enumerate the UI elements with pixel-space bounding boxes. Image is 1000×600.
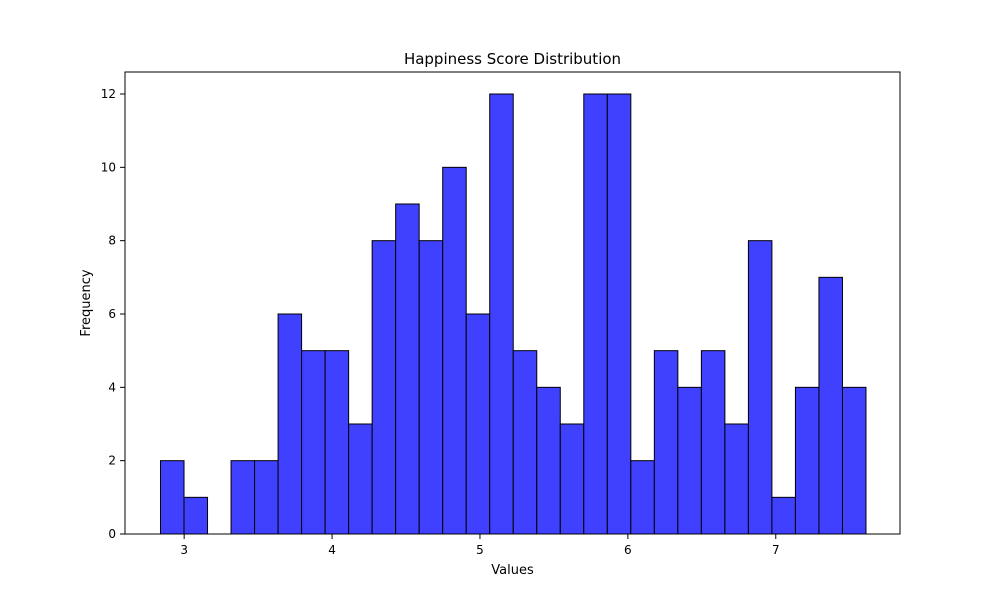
histogram-bar-14	[465, 313, 491, 535]
histogram-bar-15	[489, 93, 514, 535]
x-tick-label: 5	[476, 543, 484, 557]
histogram-bar-17	[536, 386, 561, 535]
y-tick-label: 8	[108, 234, 116, 248]
y-axis-ticks: 0 2 4 6 8 10 12	[101, 87, 125, 541]
x-tick-label: 3	[180, 543, 188, 557]
y-tick-label: 12	[101, 87, 116, 101]
x-tick-label: 6	[624, 543, 632, 557]
histogram-bar-1	[159, 460, 185, 535]
x-axis-ticks: 3 4 5 6 7	[180, 534, 780, 557]
histogram-bar-5	[254, 460, 279, 535]
chart-title: Happiness Score Distribution	[404, 50, 621, 68]
histogram-bar-30	[841, 386, 867, 535]
histogram-bar-10	[371, 240, 397, 535]
histogram-bar-16	[512, 350, 538, 535]
x-tick-label: 4	[328, 543, 336, 557]
y-tick-label: 10	[101, 160, 116, 174]
histogram-bar-13	[442, 166, 467, 535]
histogram-bar-8	[324, 350, 350, 535]
plot-area-frame	[124, 71, 901, 535]
x-axis-label: Values	[491, 563, 534, 578]
histogram-bar-29	[818, 276, 843, 535]
histogram-bar-11	[395, 203, 420, 535]
histogram-bar-18	[559, 423, 585, 535]
x-tick-label: 7	[772, 543, 780, 557]
histogram-bar-21	[630, 460, 655, 535]
histogram-bar-23	[677, 386, 702, 535]
histogram-bar-6	[277, 313, 303, 535]
histogram-bar-26	[747, 240, 773, 535]
histogram-bar-2	[183, 496, 209, 535]
histogram-bars	[159, 93, 867, 535]
y-tick-label: 4	[108, 380, 116, 394]
histogram-bar-19	[583, 93, 608, 535]
y-tick-label: 2	[108, 454, 116, 468]
histogram-bar-12	[418, 240, 444, 535]
histogram-bar-9	[348, 423, 373, 535]
histogram-bar-22	[653, 350, 679, 535]
histogram-bar-24	[700, 350, 726, 535]
histogram-bar-4	[230, 460, 256, 535]
y-tick-label: 0	[108, 527, 116, 541]
y-tick-label: 6	[108, 307, 116, 321]
histogram-bar-20	[606, 93, 632, 535]
y-axis-label: Frequency	[79, 269, 94, 336]
histogram-bar-28	[794, 386, 820, 535]
histogram-bar-25	[724, 423, 749, 535]
histogram-bar-27	[771, 496, 796, 535]
histogram-bar-7	[301, 350, 326, 535]
